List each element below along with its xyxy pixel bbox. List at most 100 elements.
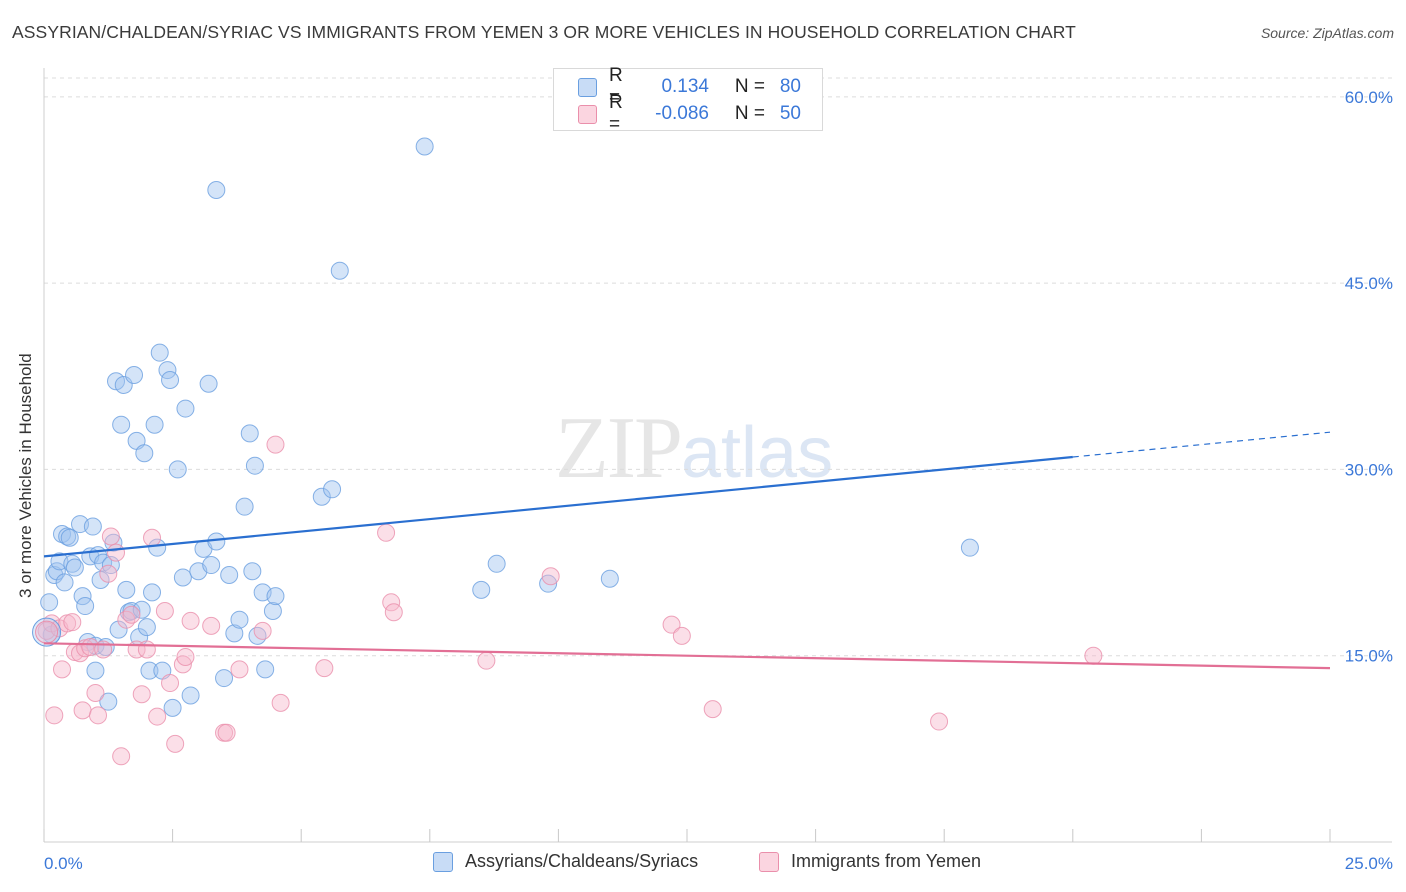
point-assyrians [960,538,979,557]
point-yemen [155,602,174,620]
point-assyrians [225,624,244,643]
point-assyrians [168,460,187,479]
legend-item-yemen: Immigrants from Yemen [759,851,981,872]
point-yemen [1084,646,1103,665]
point-assyrians [600,569,619,588]
point-yemen-large [35,620,59,644]
point-assyrians [65,558,84,577]
point-yemen [45,706,64,725]
point-assyrians [263,602,282,620]
point-yemen [703,700,722,719]
point-assyrians [181,686,200,705]
point-assyrians [235,497,254,516]
point-yemen [122,605,141,624]
point-assyrians [487,554,506,573]
axes [43,68,1392,843]
x-tick-label-max: 25.0% [1345,854,1393,873]
legend-n-label: N = [734,76,765,97]
point-assyrians [230,610,249,629]
point-yemen [99,564,118,583]
point-yemen [230,660,249,679]
point-assyrians [330,261,349,280]
point-assyrians [173,568,192,587]
x-tick-label-min: 0.0% [44,854,83,873]
point-yemen [930,712,949,731]
point-assyrians [60,528,79,547]
point-yemen [101,527,120,546]
point-assyrians [145,415,164,434]
point-assyrians [150,343,169,362]
series-legend: Assyrians/Chaldeans/Syriacs Immigrants f… [0,851,1406,877]
point-yemen [217,723,236,742]
point-assyrians [539,574,558,593]
legend-label-assyrians: Assyrians/Chaldeans/Syriacs [465,851,699,871]
zipatlas-watermark: ZIPatlas [555,398,833,499]
point-assyrians [176,399,195,418]
legend-row-yemen: R = -0.086 N = 50 [554,92,801,135]
y-axis-label: 3 or more Vehicles in Household [16,353,35,598]
point-yemen [143,528,162,547]
legend-swatch-blue [578,77,597,97]
point-assyrians [137,618,156,637]
point-assyrians [215,669,234,688]
point-assyrians [86,661,105,680]
point-assyrians [135,444,154,463]
point-yemen [662,615,681,634]
point-yemen [107,543,126,562]
point-yemen [112,747,131,766]
point-yemen [477,651,496,670]
legend-swatch-pink [759,851,779,872]
point-assyrians [96,638,115,657]
point-yemen [253,621,272,640]
legend-n-value: 50 [779,103,801,124]
legend-r-label: R = [609,92,623,135]
legend-item-assyrians: Assyrians/Chaldeans/Syriacs [433,851,698,872]
point-assyrians [207,532,226,551]
point-assyrians [132,600,151,619]
point-yemen [202,616,221,635]
correlation-legend: R = 0.134 N = 80 R = -0.086 N = 50 [553,65,823,135]
point-yemen [137,640,156,659]
point-assyrians [323,480,342,499]
legend-swatch-blue [433,851,453,872]
point-assyrians [112,415,131,434]
point-assyrians [256,660,275,679]
legend-row-assyrians: R = 0.134 N = 80 [554,65,801,108]
point-yemen [176,647,195,666]
y-tick-label: 30.0% [1345,460,1393,479]
trend-line-assyrians [43,455,1073,558]
point-yemen [384,603,403,622]
point-assyrians [143,583,162,602]
chart-title: ASSYRIAN/CHALDEAN/SYRIAC VS IMMIGRANTS F… [12,22,1076,42]
point-assyrians [55,573,74,592]
point-assyrians [312,487,331,506]
point-yemen [53,660,72,679]
tick-labels: 15.0% 30.0% 45.0% 60.0% 0.0% 25.0% [44,88,1393,873]
legend-n-label: N = [734,103,765,124]
trend-lines [43,431,1331,670]
trend-line-yemen [43,642,1331,670]
point-assyrians [415,137,434,156]
trend-line-assyrians-extension [1072,431,1331,458]
point-yemen [266,435,285,454]
point-assyrians [163,698,182,717]
point-yemen [132,685,151,704]
legend-label-yemen: Immigrants from Yemen [791,851,982,871]
point-assyrians-large [32,617,62,647]
point-assyrians [245,456,264,475]
point-assyrians [266,587,285,606]
point-yemen [86,683,105,702]
point-assyrians [220,565,239,584]
point-assyrians [148,538,167,557]
legend-r-label: R = [609,65,623,108]
point-assyrians [243,562,262,581]
point-assyrians [117,580,136,599]
point-yemen [161,674,180,693]
point-yemen [181,611,200,630]
point-assyrians [109,620,128,639]
point-yemen [541,567,560,586]
point-assyrians [207,180,226,199]
point-yemen [271,693,290,712]
point-yemen [148,707,167,726]
